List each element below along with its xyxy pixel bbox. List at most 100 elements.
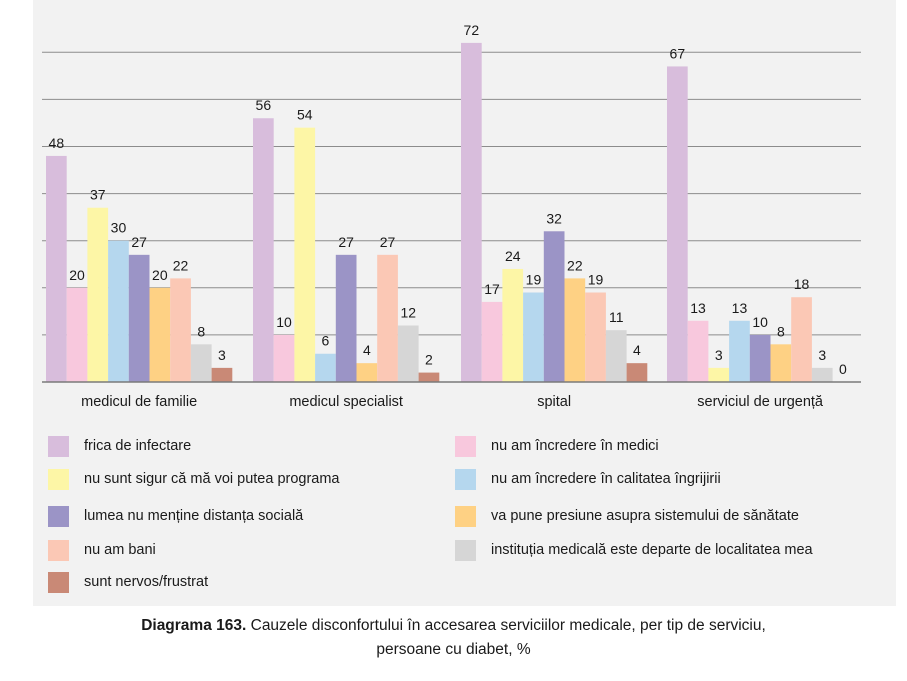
bar-value-label: 24: [505, 248, 521, 264]
bar-value-label: 10: [752, 314, 768, 330]
legend-item: sunt nervos/frustrat: [48, 570, 208, 594]
bar: [729, 320, 750, 382]
bar: [253, 118, 274, 383]
bar-value-label: 17: [484, 281, 500, 297]
bar-value-label: 56: [256, 97, 272, 113]
bar-value-label: 3: [818, 347, 826, 363]
caption-label: Diagrama 163.: [141, 617, 247, 634]
bar-value-label: 22: [567, 257, 583, 273]
bar-value-label: 27: [380, 234, 396, 250]
bar-value-label: 72: [464, 22, 480, 38]
bar-value-label: 30: [111, 220, 127, 236]
bar-value-label: 32: [546, 210, 562, 226]
bar-value-label: 3: [715, 347, 723, 363]
bar: [626, 363, 648, 382]
bar-value-label: 10: [276, 314, 292, 330]
bar: [418, 372, 440, 382]
caption-line2: persoane cu diabet, %: [376, 641, 531, 658]
bar-value-label: 27: [338, 234, 354, 250]
bar-value-label: 67: [670, 45, 686, 61]
bar: [461, 42, 482, 382]
bar: [66, 287, 88, 382]
bar: [708, 367, 730, 382]
caption-text: Cauzele disconfortului în accesarea serv…: [246, 617, 766, 634]
bar-value-label: 2: [425, 352, 433, 368]
bar: [502, 268, 524, 382]
legend-item: nu sunt sigur că mă voi putea programa: [48, 467, 340, 491]
legend-swatch: [455, 539, 476, 561]
category-label: medicul specialist: [289, 394, 403, 410]
bar: [811, 367, 833, 382]
bar: [294, 127, 316, 382]
legend-label: nu am încredere în medici: [491, 438, 659, 454]
bar: [397, 325, 419, 382]
bar: [108, 240, 129, 382]
legend-label: nu am încredere în calitatea îngrijirii: [491, 471, 721, 487]
bar-value-label: 54: [297, 107, 313, 123]
legend-swatch: [48, 468, 69, 490]
bar: [128, 254, 150, 382]
legend-item: lumea nu menține distanța socială: [48, 504, 303, 528]
bar: [211, 367, 233, 382]
category-label: medicul de familie: [81, 394, 197, 410]
bar-value-label: 19: [588, 272, 604, 288]
legend-item: nu am bani: [48, 538, 156, 562]
bar-value-label: 48: [49, 135, 65, 151]
bar: [749, 334, 771, 382]
bar: [170, 278, 191, 382]
bar-value-label: 27: [131, 234, 147, 250]
bar-value-label: 4: [363, 342, 371, 358]
bar-value-label: 37: [90, 187, 106, 203]
category-label: serviciul de urgență: [697, 394, 824, 410]
bar-value-label: 20: [152, 267, 168, 283]
bar-value-label: 13: [690, 300, 706, 316]
bar-value-label: 19: [526, 272, 542, 288]
legend-swatch: [455, 505, 476, 527]
bar: [770, 344, 792, 382]
bar: [149, 287, 171, 382]
bar: [791, 297, 812, 382]
bar: [667, 66, 688, 383]
bar: [687, 320, 709, 382]
bar-value-label: 11: [609, 309, 624, 325]
bar-value-label: 6: [322, 333, 330, 349]
bar: [190, 344, 212, 382]
bar-value-label: 4: [633, 342, 641, 358]
legend-item: frica de infectare: [48, 434, 191, 458]
bar-value-label: 8: [197, 323, 205, 339]
legend-label: nu sunt sigur că mă voi putea programa: [84, 471, 340, 487]
legend-label: sunt nervos/frustrat: [84, 574, 209, 590]
bar-value-label: 13: [732, 300, 748, 316]
legend-label: nu am bani: [84, 542, 156, 558]
bar: [46, 155, 67, 382]
legend-label: va pune presiune asupra sistemului de să…: [491, 508, 799, 524]
legend-swatch: [48, 571, 69, 593]
bar: [315, 353, 336, 382]
legend-item: nu am încredere în calitatea îngrijirii: [455, 467, 721, 491]
legend-swatch: [455, 435, 476, 457]
legend-swatch: [48, 435, 69, 457]
bar: [377, 254, 398, 382]
legend-swatch: [455, 468, 476, 490]
bar: [273, 334, 295, 382]
chart-caption: Diagrama 163. Cauzele disconfortului în …: [0, 614, 907, 662]
bar-value-label: 0: [839, 361, 847, 377]
bar: [605, 330, 627, 382]
category-label: spital: [537, 394, 571, 410]
bar: [543, 231, 565, 382]
bar: [481, 301, 503, 382]
bar: [335, 254, 357, 382]
bar: [564, 278, 586, 382]
legend-label: lumea nu menține distanța socială: [84, 508, 304, 524]
bar-value-label: 22: [173, 257, 189, 273]
bar-value-label: 12: [400, 304, 416, 320]
bar: [523, 292, 544, 382]
bar-value-label: 20: [69, 267, 85, 283]
legend-item: nu am încredere în medici: [455, 434, 659, 458]
bar-value-label: 3: [218, 347, 226, 363]
bar: [356, 363, 378, 382]
legend-item: instituția medicală este departe de loca…: [455, 538, 813, 562]
legend-item: va pune presiune asupra sistemului de să…: [455, 504, 799, 528]
bar: [585, 292, 606, 382]
